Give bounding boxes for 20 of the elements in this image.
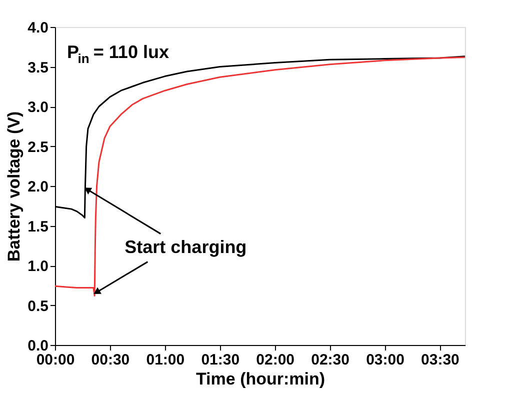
y-tick-label: 0.5 (28, 298, 48, 315)
x-tick-label: 02:30 (311, 352, 350, 368)
y-tick-label: 2.0 (28, 178, 48, 196)
y-tick-label: 0.0 (28, 338, 48, 354)
x-tick-label: 01:30 (201, 352, 240, 368)
y-tick-label: 1.0 (28, 258, 48, 275)
x-tick-label: 00:00 (36, 352, 75, 368)
y-tick-label: 3.0 (28, 99, 48, 116)
y-axis-title: Battery voltage (V) (4, 111, 24, 262)
x-tick-label: 01:00 (146, 352, 185, 368)
y-tick-label: 2.5 (28, 138, 48, 156)
x-tick-label: 02:00 (256, 352, 295, 368)
x-tick-label: 03:00 (366, 352, 404, 368)
annotation: Start charging (124, 236, 247, 257)
x-axis-title: Time (hour:min) (196, 370, 326, 388)
x-tick-label: 00:30 (91, 352, 130, 368)
x-tick-label: 03:30 (421, 352, 460, 368)
y-tick-label: 4.0 (28, 20, 48, 36)
y-tick-label: 3.5 (28, 59, 48, 76)
y-tick-label: 1.5 (28, 218, 48, 236)
